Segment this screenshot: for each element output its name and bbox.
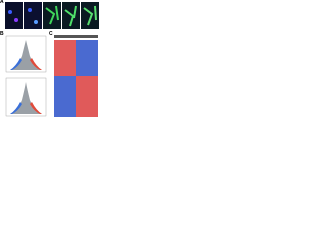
volcano-down (10, 58, 22, 70)
cell (64, 5, 77, 27)
heatmap-block (76, 40, 98, 76)
heatmap-header (54, 35, 98, 38)
panel-label: B (0, 31, 4, 37)
volcano-points (10, 40, 42, 70)
cell (28, 8, 32, 12)
plot-frame (5, 35, 47, 73)
volcano-points (10, 82, 42, 114)
panel-label: A (0, 0, 4, 5)
heatmap (54, 35, 98, 117)
volcano-down (10, 102, 22, 114)
panel-label: C (49, 31, 53, 37)
microscopy-row (5, 2, 99, 29)
heatmap-block (54, 40, 76, 76)
heatmap-block (76, 76, 98, 117)
cell (83, 5, 97, 26)
volcano-plots (5, 35, 47, 117)
figure: A B C (0, 0, 99, 117)
micro-image (5, 2, 23, 29)
heatmap-block (54, 76, 76, 117)
volcano-up (30, 58, 42, 70)
micro-image (24, 2, 42, 29)
cell (34, 20, 38, 24)
cell (8, 10, 12, 14)
cell (45, 5, 59, 25)
cell (14, 18, 18, 22)
volcano-up (30, 102, 42, 114)
plot-frame (5, 77, 47, 117)
